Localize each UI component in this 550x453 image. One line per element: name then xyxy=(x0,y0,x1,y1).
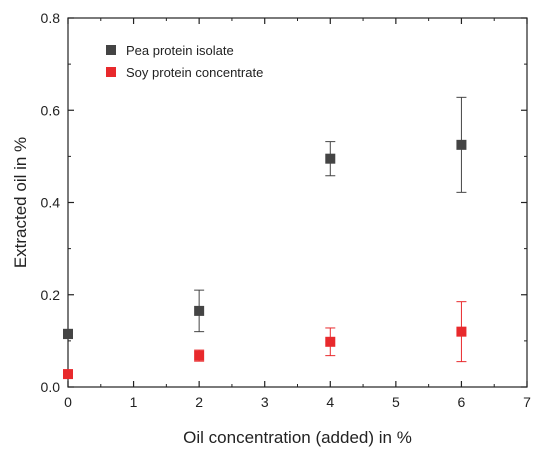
x-tick-label: 6 xyxy=(458,394,466,410)
series-1 xyxy=(63,301,467,380)
x-tick-label: 3 xyxy=(261,394,269,410)
legend: Pea protein isolate Soy protein concentra… xyxy=(106,43,263,80)
y-tick-label: 0.8 xyxy=(41,10,61,26)
data-point xyxy=(194,305,205,316)
data-point xyxy=(325,336,336,347)
data-point xyxy=(325,153,336,164)
legend-marker xyxy=(106,45,116,55)
y-axis: 0.0 0.2 0.4 0.6 0.8 xyxy=(41,10,527,395)
x-tick-label: 1 xyxy=(130,394,138,410)
x-axis-label: Oil concentration (added) in % xyxy=(183,428,412,447)
data-point xyxy=(63,369,73,380)
y-tick-label: 0.6 xyxy=(41,102,61,118)
series-layer xyxy=(63,96,467,380)
x-axis: 0 1 2 3 4 5 6 7 xyxy=(64,18,531,410)
x-tick-label: 5 xyxy=(392,394,400,410)
y-tick-label: 0.0 xyxy=(41,379,61,395)
x-tick-label: 7 xyxy=(523,394,531,410)
y-axis-label: Extracted oil in % xyxy=(11,137,30,268)
data-point xyxy=(456,326,467,337)
x-tick-label: 2 xyxy=(195,394,203,410)
legend-label: Soy protein concentrate xyxy=(126,65,263,80)
legend-label: Pea protein isolate xyxy=(126,43,234,58)
x-tick-label: 0 xyxy=(64,394,72,410)
data-point xyxy=(456,139,467,150)
data-point xyxy=(194,350,205,361)
series-0 xyxy=(63,96,467,340)
y-tick-label: 0.2 xyxy=(41,287,61,303)
data-point xyxy=(63,328,73,339)
legend-marker xyxy=(106,67,116,77)
y-tick-label: 0.4 xyxy=(41,195,61,211)
x-tick-label: 4 xyxy=(326,394,334,410)
